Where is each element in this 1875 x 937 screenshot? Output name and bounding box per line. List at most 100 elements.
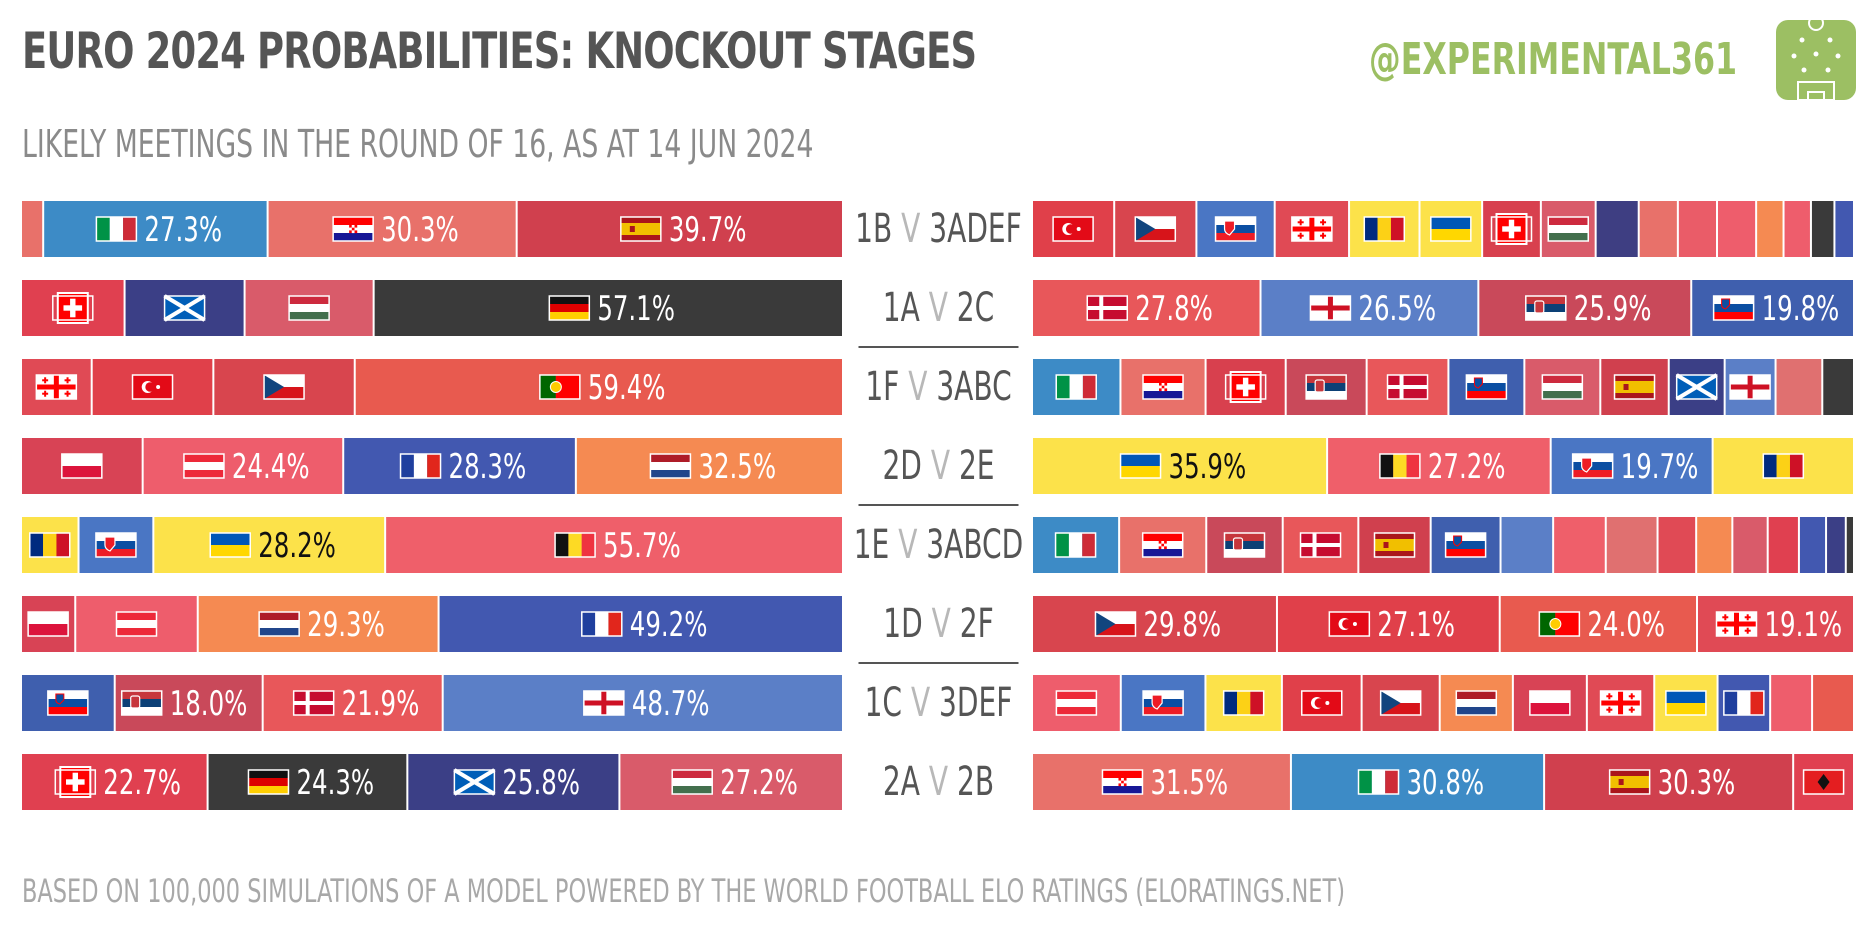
portugal-flag-icon: [539, 374, 581, 400]
segment-value-label: 27.1%: [1377, 605, 1455, 645]
bar-segment-scotland: [125, 280, 244, 336]
t-rkiye-flag-icon: [1052, 216, 1094, 242]
segment-value-label: 24.3%: [296, 763, 374, 803]
croatia-flag-icon: [1142, 374, 1184, 400]
romania-flag-icon: [1363, 216, 1406, 242]
versus-label: V: [901, 206, 920, 252]
bar-segment-croatia: [1120, 517, 1206, 573]
bar-segment-france: 49.2%: [439, 596, 842, 652]
match-slot-a: 1C: [865, 680, 911, 726]
versus-label: V: [929, 285, 948, 331]
hungary-flag-icon: [288, 295, 330, 321]
slovakia-flag-icon: [1214, 216, 1257, 242]
bar-segment-england: 48.7%: [443, 675, 842, 731]
hungary-flag-icon: [1541, 374, 1584, 400]
segment-value-label: 32.5%: [698, 447, 776, 487]
slovenia-flag-icon: [1712, 295, 1755, 321]
bar-segment-t-rkiye: [1033, 201, 1114, 257]
bar-segment-other: [1501, 517, 1553, 573]
match-slot-a: 1A: [883, 285, 929, 331]
bar-segment-ukraine: 35.9%: [1033, 438, 1327, 494]
segment-value-label: 29.8%: [1143, 605, 1221, 645]
romania-flag-icon: [1762, 453, 1805, 479]
segment-value-label: 27.2%: [1428, 447, 1506, 487]
match-slot-a: 1B: [855, 206, 901, 252]
bar-segment-italy: 27.3%: [44, 201, 267, 257]
italy-flag-icon: [1055, 374, 1097, 400]
georgia-flag-icon: [1599, 690, 1642, 716]
segment-value-label: 19.7%: [1621, 447, 1699, 487]
bar-segment-germany: 24.3%: [208, 754, 407, 810]
slovenia-flag-icon: [47, 690, 89, 716]
bar-segment-spain: [1359, 517, 1430, 573]
bar-segment-t-rkiye: [1282, 675, 1361, 731]
match-label: 1C V 3DEF: [865, 680, 1013, 726]
bar-segment-georgia: [22, 359, 91, 415]
bar-segment-t-rkiye: 27.1%: [1277, 596, 1499, 652]
segment-value-label: 48.7%: [632, 684, 710, 724]
match-slot-b: 2E: [950, 443, 994, 489]
bar-segment-serbia: [1286, 359, 1366, 415]
bar-segment-poland: [22, 596, 75, 652]
italy-flag-icon: [1054, 532, 1097, 558]
bar-segment-other: [1678, 201, 1716, 257]
slovakia-flag-icon: [1142, 690, 1184, 716]
segment-value-label: 28.3%: [449, 447, 527, 487]
bar-segment-other: [1697, 517, 1732, 573]
bar-segment-other: [1811, 201, 1834, 257]
bar-segment-other: [1757, 201, 1783, 257]
bar-segment-poland: [1513, 675, 1586, 731]
bar-segment-croatia: 30.3%: [268, 201, 516, 257]
belgium-flag-icon: [554, 532, 596, 558]
bar-segment-denmark: [1367, 359, 1448, 415]
bar-segment-france: [1718, 675, 1770, 731]
austria-flag-icon: [183, 453, 225, 479]
austria-flag-icon: [1055, 690, 1098, 716]
segment-value-label: 29.3%: [307, 605, 385, 645]
scotland-flag-icon: [1675, 373, 1718, 401]
romania-flag-icon: [1222, 690, 1265, 716]
bar-segment-spain: 30.3%: [1545, 754, 1793, 810]
switzerland-flag-icon: [1224, 371, 1267, 403]
pitch-logo-icon: [1776, 20, 1856, 100]
ukraine-flag-icon: [1430, 216, 1472, 242]
match-slot-a: 1F: [865, 364, 908, 410]
segment-value-label: 21.9%: [342, 684, 420, 724]
bar-segment-other: [1813, 675, 1853, 731]
match-label: 2D V 2E: [882, 443, 994, 489]
segment-value-label: 39.7%: [669, 210, 747, 250]
bar-segment-other: [1718, 201, 1756, 257]
segment-value-label: 22.7%: [103, 763, 181, 803]
bar-segment-hungary: [1525, 359, 1600, 415]
segment-value-label: 35.9%: [1169, 447, 1247, 487]
england-flag-icon: [1729, 374, 1771, 400]
bar-segment-italy: [1033, 359, 1120, 415]
bar-segment-belgium: 27.2%: [1328, 438, 1550, 494]
croatia-flag-icon: [332, 216, 374, 242]
bar-segment-denmark: 21.9%: [263, 675, 442, 731]
bar-segment-italy: [1033, 517, 1119, 573]
croatia-flag-icon: [1141, 532, 1184, 558]
bar-segment-romania: [1206, 675, 1281, 731]
match-label: 1B V 3ADEF: [855, 206, 1022, 252]
austria-flag-icon: [115, 611, 158, 637]
match-label: 2A V 2B: [883, 759, 994, 805]
poland-flag-icon: [61, 453, 103, 479]
serbia-flag-icon: [1525, 295, 1567, 321]
bar-segment-serbia: [1207, 517, 1282, 573]
bar-segment-italy: 30.8%: [1291, 754, 1544, 810]
serbia-flag-icon: [120, 690, 163, 716]
segment-value-label: 49.2%: [630, 605, 708, 645]
segment-value-label: 24.4%: [232, 447, 310, 487]
match-slot-a: 2A: [883, 759, 929, 805]
bar-segment-other: [1799, 517, 1826, 573]
slovenia-flag-icon: [1465, 374, 1508, 400]
bar-segment-switzerland: 22.7%: [22, 754, 207, 810]
bar-segment-belgium: 55.7%: [386, 517, 842, 573]
segment-value-label: 24.0%: [1587, 605, 1665, 645]
bar-segment-other: [1658, 517, 1696, 573]
bar-segment-slovakia: 19.7%: [1551, 438, 1712, 494]
bar-segment-germany: 57.1%: [374, 280, 842, 336]
denmark-flag-icon: [1086, 295, 1129, 321]
bar-segment-portugal: 24.0%: [1500, 596, 1696, 652]
